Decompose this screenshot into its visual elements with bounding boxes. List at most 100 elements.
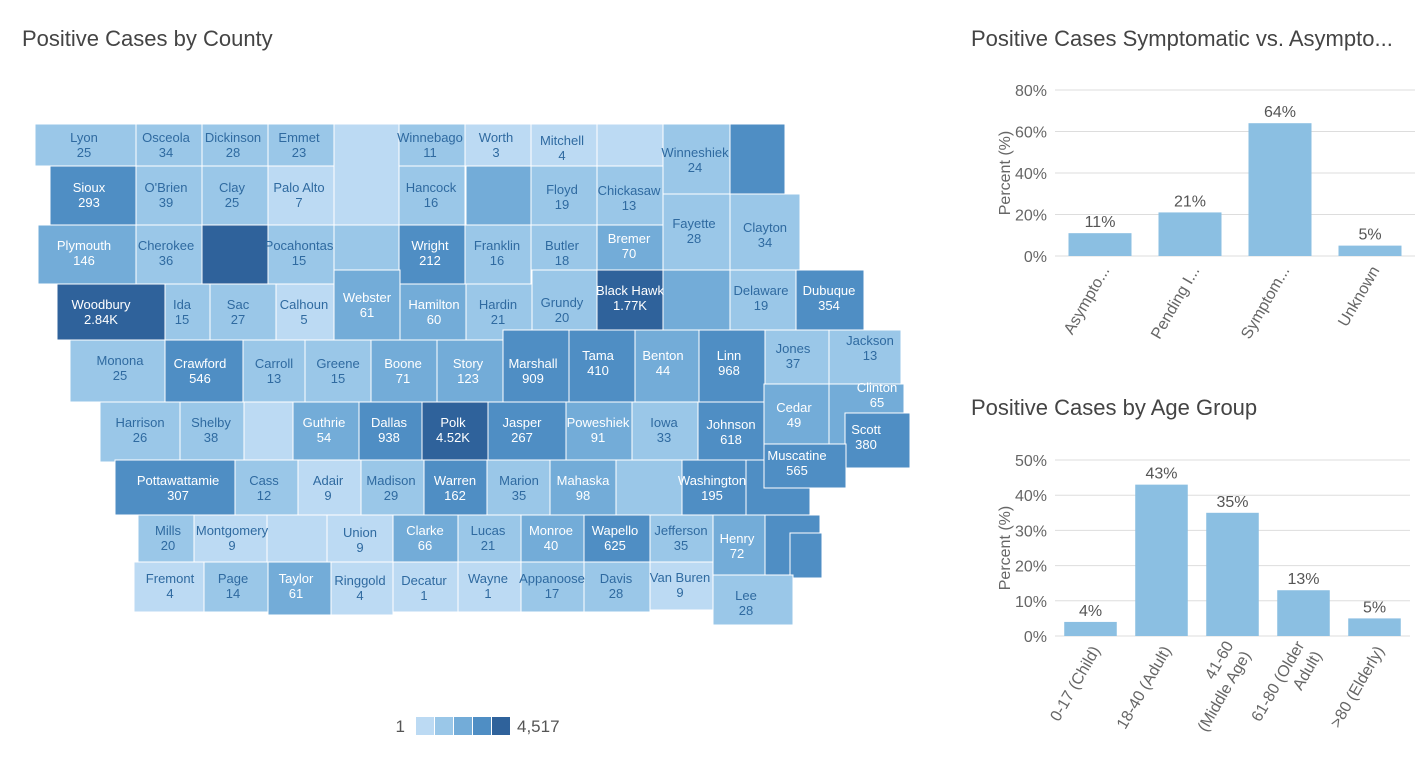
county-name-label: Jackson xyxy=(846,333,894,348)
county-lee[interactable] xyxy=(712,574,794,626)
county-marion[interactable] xyxy=(486,459,551,516)
bar-4[interactable] xyxy=(1338,245,1402,256)
county-poweshiek[interactable] xyxy=(565,401,633,461)
bar-3[interactable] xyxy=(1206,512,1259,636)
county-pocahontas[interactable] xyxy=(267,224,335,285)
county-marshall[interactable] xyxy=(502,329,570,403)
county-cedar[interactable] xyxy=(763,383,831,445)
county-crawford[interactable] xyxy=(164,339,244,403)
county-name-label: Lee xyxy=(735,588,757,603)
county-greene[interactable] xyxy=(304,339,372,403)
county-johnson[interactable] xyxy=(697,401,765,461)
county-monona[interactable] xyxy=(69,339,166,403)
county-wright[interactable] xyxy=(398,224,466,285)
county-name-label: Davis xyxy=(600,571,633,586)
county-story[interactable] xyxy=(436,339,504,403)
county-linn[interactable] xyxy=(698,329,766,403)
county-delaware[interactable] xyxy=(729,269,797,331)
county-sac[interactable] xyxy=(209,283,277,341)
county-name-label: Grundy xyxy=(541,295,584,310)
bar-5[interactable] xyxy=(1348,618,1401,636)
county-monroe[interactable] xyxy=(520,514,585,563)
county-franklin[interactable] xyxy=(464,224,532,285)
county-value-label: 162 xyxy=(444,488,466,503)
county-taylor[interactable] xyxy=(267,561,332,616)
county-value-label: 212 xyxy=(419,253,441,268)
county-unlabeled-13[interactable] xyxy=(789,532,823,579)
county-name-label: Wright xyxy=(411,238,449,253)
bar-2[interactable] xyxy=(1135,484,1188,636)
county-polk[interactable] xyxy=(421,401,489,461)
county-adair[interactable] xyxy=(297,459,362,516)
x-tick-label: Unknown xyxy=(1335,264,1383,330)
county-unlabeled-3[interactable] xyxy=(729,123,786,195)
county-jones[interactable] xyxy=(764,329,830,385)
county-decatur[interactable] xyxy=(392,561,459,613)
county-unlabeled-5[interactable] xyxy=(333,224,401,271)
county-scott[interactable] xyxy=(844,412,911,469)
county-o-brien[interactable] xyxy=(135,165,203,226)
county-wapello[interactable] xyxy=(583,514,651,563)
county-value-label: 39 xyxy=(159,195,173,210)
county-wayne[interactable] xyxy=(457,561,522,613)
county-winneshiek[interactable] xyxy=(662,123,731,195)
county-mitchell[interactable] xyxy=(530,123,598,167)
county-unlabeled-6[interactable] xyxy=(465,165,533,226)
bar-1[interactable] xyxy=(1064,621,1117,636)
county-unlabeled-9[interactable] xyxy=(615,459,683,516)
county-shelby[interactable] xyxy=(179,401,245,463)
county-henry[interactable] xyxy=(712,514,766,576)
county-unlabeled-8[interactable] xyxy=(242,401,294,461)
county-jasper[interactable] xyxy=(487,401,567,461)
county-calhoun[interactable] xyxy=(275,283,335,341)
county-muscatine[interactable] xyxy=(763,443,847,489)
county-benton[interactable] xyxy=(634,329,700,403)
county-jefferson[interactable] xyxy=(649,514,714,563)
bar-2[interactable] xyxy=(1158,212,1222,256)
x-tick-label: 41-60(Middle Age) xyxy=(1195,638,1255,734)
county-worth[interactable] xyxy=(464,123,532,167)
county-chickasaw[interactable] xyxy=(596,165,664,226)
county-fremont[interactable] xyxy=(133,561,205,613)
county-clay[interactable] xyxy=(201,165,269,226)
county-name-label: Clarke xyxy=(406,523,444,538)
bar-value-label: 11% xyxy=(1085,214,1116,231)
county-montgomery[interactable] xyxy=(193,514,268,563)
county-union[interactable] xyxy=(326,514,394,563)
county-appanoose[interactable] xyxy=(520,561,585,613)
county-pottawattamie[interactable] xyxy=(114,459,236,516)
county-palo-alto[interactable] xyxy=(267,165,335,226)
county-page[interactable] xyxy=(203,561,269,613)
county-iowa[interactable] xyxy=(631,401,699,461)
county-name-label: Crawford xyxy=(174,356,227,371)
county-unlabeled-1[interactable] xyxy=(333,123,400,226)
county-black-hawk[interactable] xyxy=(596,269,664,331)
county-webster[interactable] xyxy=(333,269,401,341)
county-unlabeled-11[interactable] xyxy=(266,514,328,563)
county-unlabeled-2[interactable] xyxy=(596,123,664,167)
county-guthrie[interactable] xyxy=(292,401,360,461)
county-tama[interactable] xyxy=(568,329,636,403)
county-davis[interactable] xyxy=(583,561,651,613)
county-unlabeled-4[interactable] xyxy=(201,224,269,285)
county-value-label: 29 xyxy=(384,488,398,503)
county-floyd[interactable] xyxy=(530,165,598,226)
county-cherokee[interactable] xyxy=(135,224,203,285)
bar-1[interactable] xyxy=(1068,233,1132,256)
county-washington[interactable] xyxy=(681,459,747,516)
county-cass[interactable] xyxy=(234,459,299,516)
county-bremer[interactable] xyxy=(596,224,664,271)
county-unlabeled-7[interactable] xyxy=(662,269,731,331)
county-value-label: 1 xyxy=(484,586,491,601)
county-harrison[interactable] xyxy=(99,401,181,463)
county-name-label: Butler xyxy=(545,238,580,253)
county-lyon[interactable] xyxy=(34,123,137,167)
bar-4[interactable] xyxy=(1277,590,1330,636)
county-warren[interactable] xyxy=(423,459,488,516)
county-jackson[interactable] xyxy=(828,329,902,385)
county-hancock[interactable] xyxy=(398,165,466,226)
bar-3[interactable] xyxy=(1248,123,1312,256)
county-fayette[interactable] xyxy=(662,193,731,271)
county-plymouth[interactable] xyxy=(37,224,137,285)
county-clayton[interactable] xyxy=(729,193,801,271)
